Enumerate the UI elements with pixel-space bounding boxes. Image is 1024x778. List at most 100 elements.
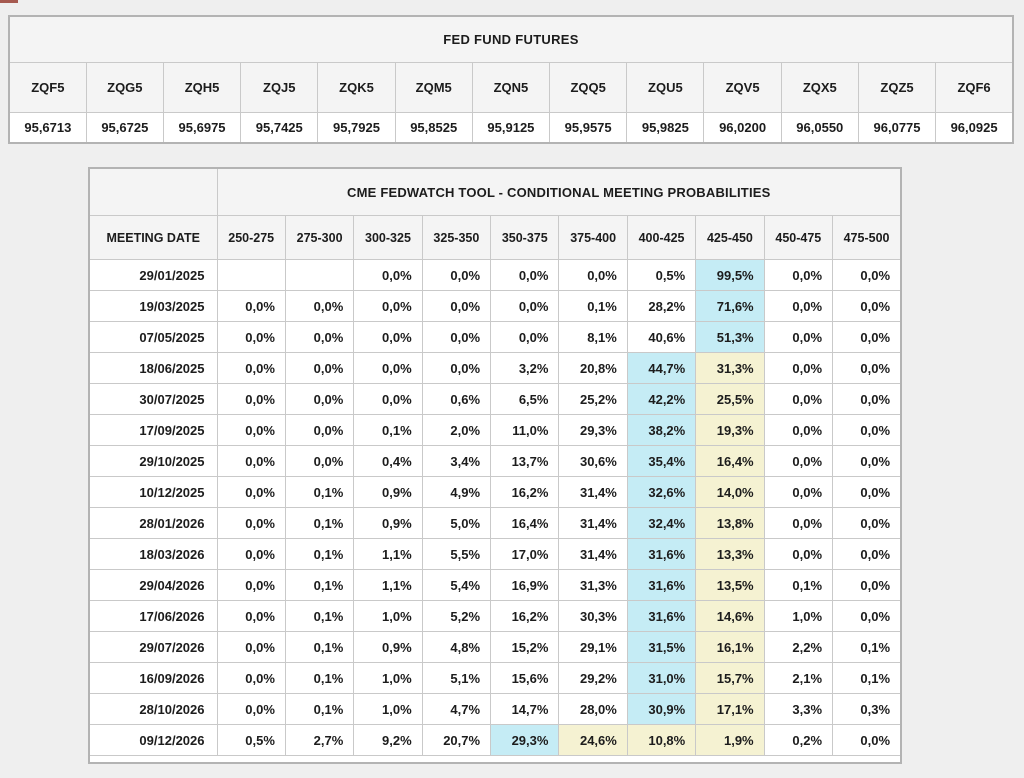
- probability-cell: 16,1%: [695, 631, 765, 663]
- futures-title-row: FED FUND FUTURES: [8, 15, 1014, 63]
- probability-cell: 1,0%: [353, 600, 423, 632]
- probability-cell: 0,0%: [763, 383, 834, 415]
- probability-cell: 15,7%: [695, 662, 765, 694]
- fed-fund-futures-table: FED FUND FUTURES ZQF5 ZQG5 ZQH5 ZQJ5 ZQK5 ZQM…: [8, 15, 1014, 144]
- futures-price-cell: 96,0200: [703, 112, 782, 144]
- futures-price-cell: 96,0775: [857, 112, 937, 144]
- probability-cell: 5,2%: [421, 600, 492, 632]
- fedwatch-row: 09/12/2026 0,5% 2,7% 9,2% 20,7% 29,3% 24,6% 10,…: [88, 724, 902, 756]
- probability-cell: 25,5%: [695, 383, 765, 415]
- rate-range-header: 425-450: [695, 215, 765, 260]
- probability-cell: 0,0%: [421, 321, 492, 353]
- fedwatch-row: 17/06/2026 0,0% 0,1% 1,0% 5,2% 16,2% 30,3% 31,6…: [88, 600, 902, 632]
- probability-cell: 0,1%: [558, 290, 628, 322]
- probability-cell: 24,6%: [558, 724, 628, 756]
- probability-cell: 11,0%: [490, 414, 560, 446]
- meeting-date-cell: 29/10/2025: [88, 445, 218, 477]
- probability-cell: 0,5%: [216, 724, 286, 756]
- meeting-date-cell: 16/09/2026: [88, 662, 218, 694]
- probability-cell: 0,0%: [832, 321, 902, 353]
- probability-cell: 1,1%: [353, 538, 423, 570]
- probability-cell: 0,0%: [353, 383, 423, 415]
- probability-cell: 51,3%: [695, 321, 765, 353]
- probability-cell: 0,0%: [421, 352, 492, 384]
- futures-price-cell: 95,9575: [549, 112, 628, 144]
- futures-price-cell: 95,9825: [626, 112, 705, 144]
- meeting-date-cell: 19/03/2025: [88, 290, 218, 322]
- probability-cell: 28,2%: [626, 290, 697, 322]
- probability-cell: 13,5%: [695, 569, 765, 601]
- probability-cell: 28,0%: [558, 693, 628, 725]
- probability-cell: [216, 259, 286, 291]
- probability-cell: 99,5%: [695, 259, 765, 291]
- futures-ticker-cell: ZQQ5: [549, 62, 628, 113]
- probability-cell: 16,4%: [695, 445, 765, 477]
- probability-cell: 0,0%: [216, 569, 286, 601]
- futures-ticker-cell: ZQZ5: [857, 62, 937, 113]
- probability-cell: 0,2%: [763, 724, 834, 756]
- meeting-date-cell: 07/05/2025: [88, 321, 218, 353]
- probability-cell: 31,3%: [558, 569, 628, 601]
- probability-cell: 31,0%: [626, 662, 697, 694]
- rate-range-header: 275-300: [284, 215, 355, 260]
- futures-ticker-cell: ZQK5: [317, 62, 396, 113]
- probability-cell: 16,2%: [490, 600, 560, 632]
- futures-price-cell: 95,7425: [240, 112, 319, 144]
- meeting-date-cell: 17/09/2025: [88, 414, 218, 446]
- probability-cell: 0,0%: [284, 414, 355, 446]
- fedwatch-table: CME FEDWATCH TOOL - CONDITIONAL MEETING …: [88, 167, 903, 764]
- probability-cell: 3,4%: [421, 445, 492, 477]
- probability-cell: 0,0%: [832, 383, 902, 415]
- probability-cell: 0,0%: [832, 259, 902, 291]
- probability-cell: 4,7%: [421, 693, 492, 725]
- fedwatch-corner-cell: [88, 167, 218, 216]
- probability-cell: 0,0%: [763, 352, 834, 384]
- probability-cell: 29,3%: [490, 724, 560, 756]
- meeting-date-cell: 18/03/2026: [88, 538, 218, 570]
- probability-cell: 0,0%: [216, 693, 286, 725]
- probability-cell: 31,6%: [626, 538, 697, 570]
- fedwatch-clipped-row: [88, 755, 902, 764]
- probability-cell: 31,4%: [558, 538, 628, 570]
- probability-cell: 31,4%: [558, 507, 628, 539]
- probability-cell: 4,8%: [421, 631, 492, 663]
- probability-cell: 0,0%: [216, 600, 286, 632]
- futures-ticker-cell: ZQM5: [394, 62, 473, 113]
- probability-cell: 0,0%: [763, 538, 834, 570]
- fedwatch-title-row: CME FEDWATCH TOOL - CONDITIONAL MEETING …: [88, 167, 902, 216]
- probability-cell: 31,6%: [626, 569, 697, 601]
- fedwatch-row: 28/01/2026 0,0% 0,1% 0,9% 5,0% 16,4% 31,4% 32,4…: [88, 507, 902, 539]
- meeting-date-cell: 29/07/2026: [88, 631, 218, 663]
- probability-cell: 0,0%: [832, 290, 902, 322]
- probability-cell: 20,8%: [558, 352, 628, 384]
- probability-cell: 30,3%: [558, 600, 628, 632]
- probability-cell: 0,0%: [216, 445, 286, 477]
- fedwatch-row: 28/10/2026 0,0% 0,1% 1,0% 4,7% 14,7% 28,0% 30,9…: [88, 693, 902, 725]
- probability-cell: 29,3%: [558, 414, 628, 446]
- meeting-date-cell: 10/12/2025: [88, 476, 218, 508]
- probability-cell: 0,0%: [763, 414, 834, 446]
- futures-price-cell: 95,9125: [471, 112, 551, 144]
- probability-cell: 29,1%: [558, 631, 628, 663]
- probability-cell: 15,6%: [490, 662, 560, 694]
- probability-cell: 0,0%: [216, 476, 286, 508]
- probability-cell: 2,2%: [763, 631, 834, 663]
- probability-cell: 0,1%: [284, 600, 355, 632]
- probability-cell: 0,0%: [832, 724, 902, 756]
- probability-cell: 0,0%: [832, 352, 902, 384]
- probability-cell: 0,0%: [216, 414, 286, 446]
- probability-cell: 0,0%: [353, 321, 423, 353]
- probability-cell: 0,0%: [763, 259, 834, 291]
- probability-cell: 0,1%: [284, 631, 355, 663]
- futures-ticker-cell: ZQX5: [780, 62, 859, 113]
- probability-cell: 0,0%: [490, 290, 560, 322]
- fedwatch-row: 16/09/2026 0,0% 0,1% 1,0% 5,1% 15,6% 29,2% 31,0…: [88, 662, 902, 694]
- probability-cell: 0,0%: [763, 321, 834, 353]
- probability-cell: 5,1%: [421, 662, 492, 694]
- meeting-date-cell: 28/01/2026: [88, 507, 218, 539]
- probability-cell: 0,6%: [421, 383, 492, 415]
- probability-cell: 0,1%: [832, 631, 902, 663]
- meeting-date-cell: 18/06/2025: [88, 352, 218, 384]
- probability-cell: 30,9%: [626, 693, 697, 725]
